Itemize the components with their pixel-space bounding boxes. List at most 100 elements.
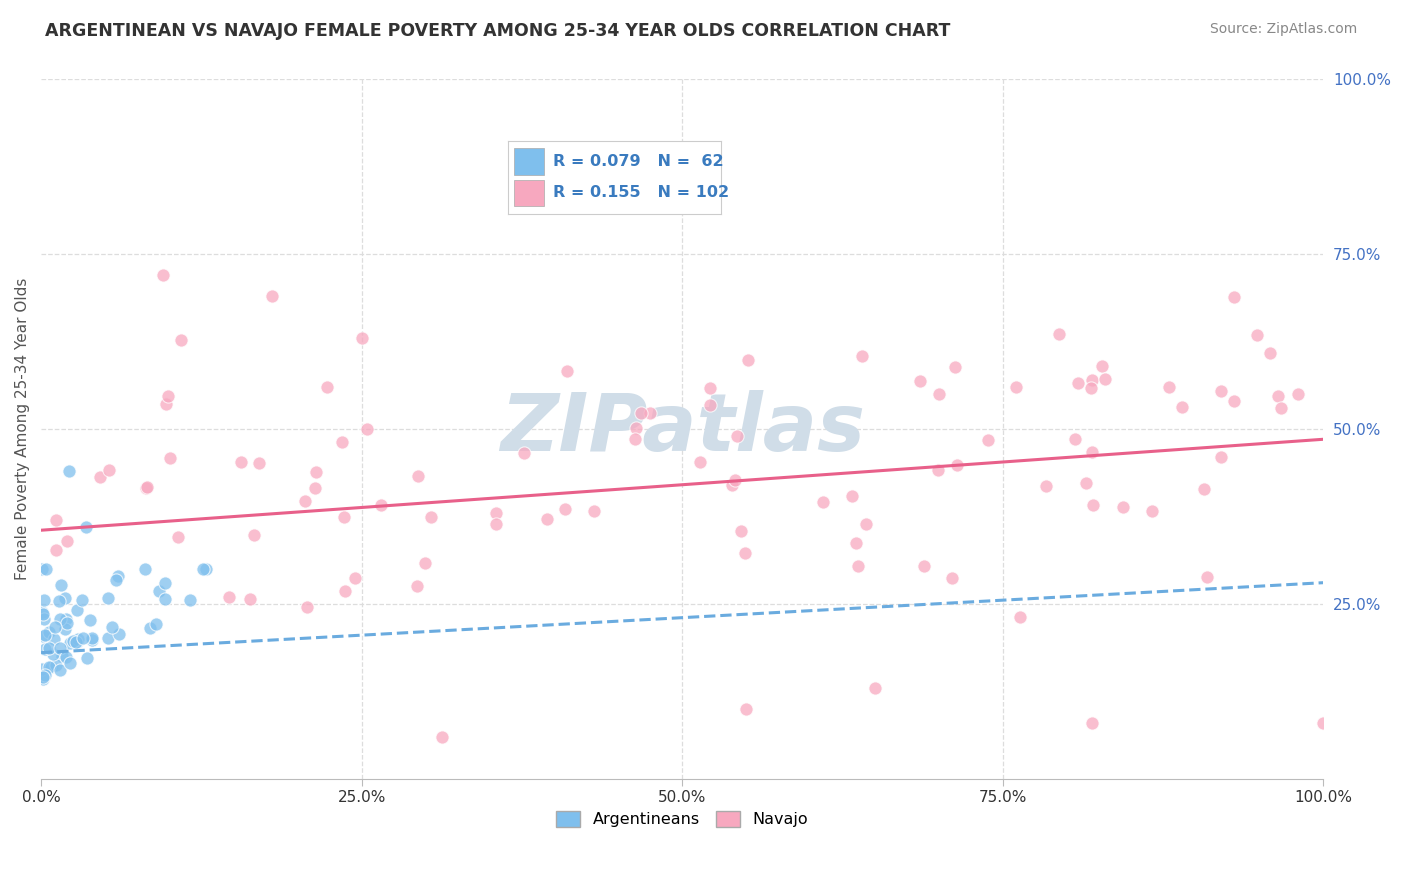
Point — [31, 562, 53, 576]
Point — [38, 660, 60, 674]
Point — [34, 592, 56, 607]
Point — [48, 612, 70, 626]
Point — [1081, 373, 1104, 387]
Point — [943, 360, 966, 375]
Point — [70, 593, 93, 607]
Point — [153, 592, 176, 607]
Point — [34, 668, 56, 682]
Point — [316, 380, 339, 394]
Point — [66, 632, 89, 647]
Point — [626, 421, 648, 435]
Point — [721, 478, 744, 492]
Point — [350, 331, 373, 345]
Point — [413, 556, 436, 570]
Point — [34, 642, 56, 657]
Point — [330, 434, 353, 449]
Point — [863, 681, 886, 695]
Point — [734, 546, 756, 560]
Point — [153, 576, 176, 591]
Point — [80, 631, 103, 645]
Point — [1091, 359, 1114, 373]
Point — [62, 634, 84, 648]
Point — [432, 730, 454, 744]
Point — [1171, 401, 1194, 415]
Point — [31, 662, 53, 676]
Point — [65, 634, 87, 648]
Point — [1222, 290, 1244, 304]
Point — [239, 591, 262, 606]
Point — [101, 620, 124, 634]
Point — [941, 571, 963, 585]
Point — [405, 578, 427, 592]
Point — [485, 516, 508, 531]
Point — [49, 663, 72, 677]
Point — [59, 657, 82, 671]
Point — [191, 562, 214, 576]
Point — [136, 480, 159, 494]
Point — [35, 562, 58, 576]
Point — [59, 635, 82, 649]
Point — [45, 542, 67, 557]
Point — [260, 289, 283, 303]
Point — [89, 470, 111, 484]
Point — [1222, 393, 1244, 408]
Point — [1270, 401, 1292, 416]
Point — [195, 562, 218, 576]
Point — [1209, 450, 1232, 464]
Point — [927, 463, 949, 477]
Point — [72, 631, 94, 645]
Point — [370, 498, 392, 512]
Point — [1083, 499, 1105, 513]
Point — [536, 512, 558, 526]
Point — [104, 573, 127, 587]
Point — [910, 374, 932, 388]
Point — [554, 502, 576, 516]
Point — [159, 451, 181, 466]
Point — [98, 463, 121, 477]
Point — [97, 591, 120, 605]
Point — [1209, 384, 1232, 399]
Point — [31, 673, 53, 687]
Point — [31, 605, 53, 619]
FancyBboxPatch shape — [515, 148, 544, 175]
Point — [107, 568, 129, 582]
Point — [294, 494, 316, 508]
Point — [1008, 610, 1031, 624]
Point — [79, 613, 101, 627]
Point — [1063, 432, 1085, 446]
Point — [845, 536, 868, 550]
Point — [1004, 380, 1026, 394]
Point — [1035, 479, 1057, 493]
Point — [724, 473, 747, 487]
Point — [735, 701, 758, 715]
Point — [32, 612, 55, 626]
Point — [51, 649, 73, 664]
Point — [34, 628, 56, 642]
Point — [295, 600, 318, 615]
Text: Source: ZipAtlas.com: Source: ZipAtlas.com — [1209, 22, 1357, 37]
Point — [135, 481, 157, 495]
Point — [31, 607, 53, 622]
Point — [730, 524, 752, 538]
Point — [811, 495, 834, 509]
Point — [630, 406, 652, 420]
Point — [557, 363, 579, 377]
Point — [928, 386, 950, 401]
Point — [1246, 328, 1268, 343]
Point — [229, 455, 252, 469]
Point — [58, 464, 80, 478]
Point — [75, 519, 97, 533]
Point — [420, 510, 443, 524]
Point — [56, 616, 79, 631]
Point — [53, 591, 76, 606]
Point — [80, 632, 103, 647]
Point — [1112, 500, 1135, 514]
Point — [699, 398, 721, 412]
Point — [484, 506, 506, 520]
Point — [55, 612, 77, 626]
Point — [45, 658, 67, 673]
Point — [152, 268, 174, 282]
Point — [107, 627, 129, 641]
Point — [38, 640, 60, 655]
Text: R = 0.079   N =  62: R = 0.079 N = 62 — [553, 153, 723, 169]
